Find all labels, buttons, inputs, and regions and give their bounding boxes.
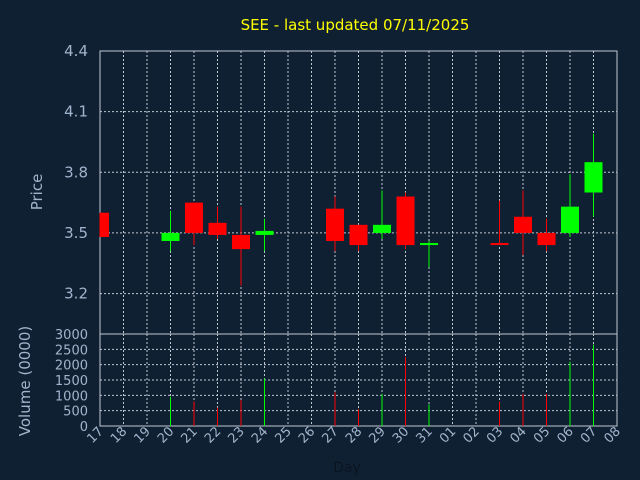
- candle-23: [232, 206, 250, 286]
- x-tick-label: 19: [132, 424, 154, 446]
- volume-tick-label: 2500: [55, 343, 88, 358]
- x-tick-label: 24: [249, 424, 271, 446]
- candle-03: [490, 200, 509, 246]
- candle-body: [537, 232, 556, 246]
- x-axis-ticks: 17 18 19 20 21 22 23 24 25 26 27 28 29 30 31 01 02 03 04 05…: [85, 424, 624, 446]
- x-tick-label: 31: [414, 424, 436, 446]
- candle-28: [349, 224, 368, 252]
- candle-body: [326, 208, 344, 242]
- candle-30: [396, 192, 415, 250]
- x-tick-label: 23: [226, 424, 248, 446]
- candle-17: [99, 212, 109, 237]
- x-axis-label: Day: [333, 460, 361, 476]
- volume-tick-label: 500: [63, 405, 88, 420]
- x-tick-label: 06: [555, 424, 577, 446]
- candle-22: [208, 206, 227, 239]
- candle-body: [255, 230, 274, 235]
- candle-27: [326, 196, 344, 252]
- price-tick-label: 3.8: [64, 163, 88, 181]
- candle-body: [420, 243, 438, 246]
- price-y-ticks: 4.4 4.1 3.8 3.5 3.2: [64, 42, 88, 303]
- x-tick-label: 07: [578, 424, 600, 446]
- volume-axis-label: Volume (0000): [16, 326, 34, 436]
- candle-07: [584, 133, 603, 217]
- x-tick-label: 29: [367, 424, 389, 446]
- x-tick-label: 21: [179, 424, 201, 446]
- x-tick-label: 27: [320, 424, 342, 446]
- volume-bars: [170, 344, 594, 426]
- price-gridlines: [99, 50, 618, 334]
- candle-20: [161, 210, 180, 252]
- candle-body: [232, 234, 250, 250]
- candle-body: [373, 224, 391, 233]
- candlesticks: [99, 133, 603, 286]
- candle-29: [373, 190, 391, 239]
- x-tick-label: 22: [202, 424, 224, 446]
- x-tick-label: 02: [461, 424, 483, 446]
- candle-body: [514, 216, 532, 233]
- volume-tick-label: 1000: [55, 389, 88, 404]
- candle-24: [255, 218, 274, 252]
- price-tick-label: 3.5: [64, 224, 88, 242]
- price-panel: 4.4 4.1 3.8 3.5 3.2: [64, 42, 618, 335]
- volume-tick-label: 1500: [55, 374, 88, 389]
- x-tick-label: 30: [390, 424, 412, 446]
- volume-tick-label: 3000: [55, 328, 88, 343]
- volume-tick-label: 0: [80, 420, 88, 435]
- price-tick-label: 4.4: [64, 42, 88, 60]
- candle-body: [349, 224, 368, 246]
- candle-body: [208, 222, 227, 235]
- candle-body: [185, 202, 203, 233]
- chart-title: SEE - last updated 07/11/2025: [241, 16, 470, 34]
- candle-06: [561, 174, 579, 237]
- x-tick-label: 01: [437, 424, 459, 446]
- price-tick-label: 3.2: [64, 285, 88, 303]
- price-tick-label: 4.1: [64, 103, 88, 121]
- candle-31: [420, 241, 438, 268]
- x-tick-label: 05: [531, 424, 553, 446]
- candle-21: [185, 202, 203, 246]
- candle-body: [561, 206, 579, 233]
- x-tick-label: 20: [155, 424, 177, 446]
- x-tick-label: 04: [508, 424, 530, 446]
- candle-04: [514, 190, 532, 256]
- candle-body: [161, 232, 180, 242]
- x-tick-label: 26: [296, 424, 318, 446]
- x-tick-label: 28: [343, 424, 365, 446]
- candle-body: [584, 162, 603, 193]
- x-tick-label: 08: [602, 424, 624, 446]
- candle-body: [100, 212, 109, 237]
- candle-body: [490, 243, 509, 246]
- price-axis-label: Price: [28, 174, 46, 211]
- x-tick-label: 18: [108, 424, 130, 446]
- x-tick-label: 03: [484, 424, 506, 446]
- x-tick-label: 25: [273, 424, 295, 446]
- volume-tick-label: 2000: [55, 359, 88, 374]
- candle-body: [396, 196, 415, 246]
- candle-05: [537, 218, 556, 252]
